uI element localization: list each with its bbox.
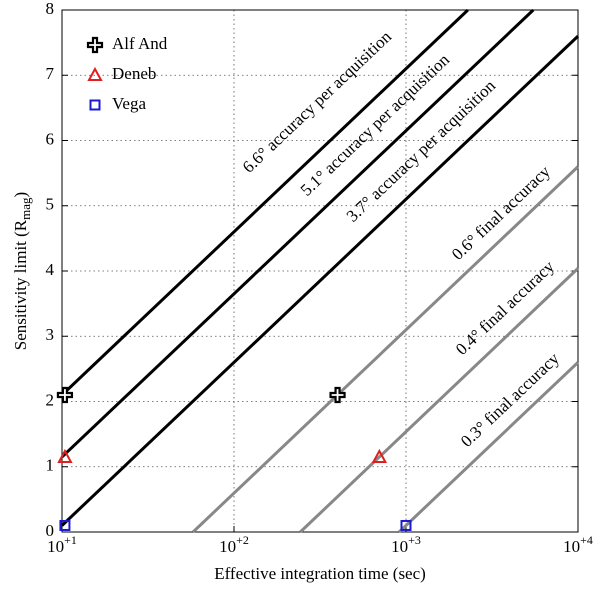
y-tick-label: 2 xyxy=(46,390,55,409)
marker xyxy=(89,99,101,111)
x-tick-exponent: +3 xyxy=(408,533,421,547)
marker xyxy=(57,448,73,463)
y-tick-label: 7 xyxy=(46,64,55,83)
y-axis-label-sub: mag xyxy=(18,197,33,220)
x-tick-label: 10+2 xyxy=(219,533,249,556)
line-annotation: 0.3° final accuracy xyxy=(457,349,563,451)
y-tick-label: 5 xyxy=(46,195,55,214)
marker xyxy=(371,448,388,463)
marker xyxy=(56,386,74,404)
line xyxy=(60,35,580,527)
y-tick-label: 0 xyxy=(46,521,55,540)
line-annotation: 3.7° accuracy per acquisition xyxy=(343,76,500,226)
line xyxy=(192,165,580,534)
y-tick-label: 6 xyxy=(46,129,55,148)
x-tick-exponent: +2 xyxy=(236,533,249,547)
y-tick-label: 8 xyxy=(46,0,55,18)
x-tick-exponent: +1 xyxy=(64,533,77,547)
x-tick-base: 10 xyxy=(563,537,580,556)
x-tick-base: 10 xyxy=(47,537,64,556)
line xyxy=(299,267,580,534)
x-tick-label: 10+4 xyxy=(563,533,593,556)
x-tick-exponent: +4 xyxy=(580,533,593,547)
line-annotation: 0.6° final accuracy xyxy=(448,162,554,264)
line xyxy=(60,8,469,397)
x-axis-label: Effective integration time (sec) xyxy=(214,564,426,583)
x-tick-label: 10+1 xyxy=(47,533,77,556)
x-tick-label: 10+3 xyxy=(391,533,421,556)
line xyxy=(398,361,580,534)
legend-label: Deneb xyxy=(112,64,156,83)
y-axis-label-close: ) xyxy=(11,192,30,198)
marker xyxy=(86,36,104,54)
x-tick-base: 10 xyxy=(391,537,408,556)
plot-frame xyxy=(61,9,579,533)
legend-label: Alf And xyxy=(112,34,168,53)
marker xyxy=(329,386,346,404)
marker xyxy=(400,519,412,531)
marker xyxy=(59,519,71,531)
y-tick-label: 3 xyxy=(46,325,55,344)
y-tick-label: 4 xyxy=(46,260,55,279)
marker xyxy=(87,66,103,81)
x-tick-base: 10 xyxy=(219,537,236,556)
y-axis-label-text: Sensitivity limit (R xyxy=(11,219,30,350)
line xyxy=(60,8,535,459)
legend-label: Vega xyxy=(112,94,146,113)
y-tick-label: 1 xyxy=(46,456,55,475)
y-axis-label: Sensitivity limit (Rmag) xyxy=(11,192,33,350)
